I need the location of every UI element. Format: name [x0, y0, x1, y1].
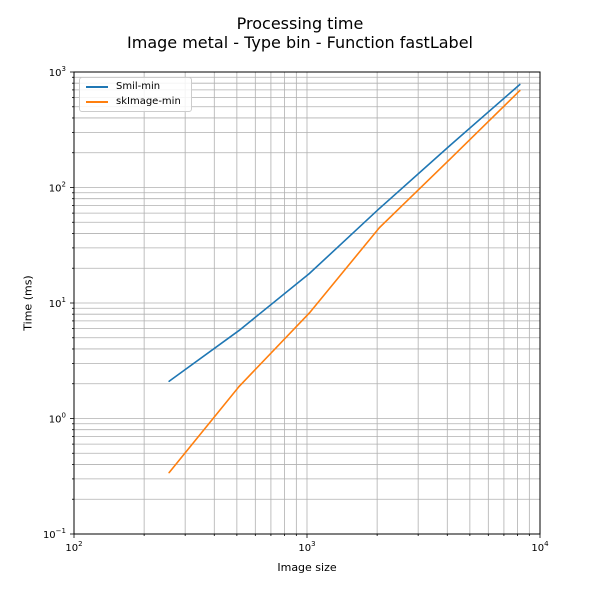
- legend-item-skimage: skImage-min: [86, 96, 181, 107]
- data-point-smil-min: [448, 144, 451, 147]
- data-point-skimage-min: [238, 385, 241, 388]
- x-tick-label: 102: [65, 540, 82, 554]
- legend-swatch-skimage: [86, 100, 108, 103]
- axis-ticks: 102 103 104 10−1 100 101 102 103: [43, 65, 549, 554]
- y-axis-label: Time (ms): [21, 275, 35, 331]
- data-point-skimage-min: [448, 158, 451, 161]
- chart-subtitle: Image metal - Type bin - Function fastLa…: [127, 33, 473, 52]
- legend-item-smil: Smil-min: [86, 81, 160, 92]
- x-tick-label: 104: [531, 540, 549, 554]
- data-point-smil-min: [308, 272, 311, 275]
- x-axis-label: Image size: [277, 561, 337, 574]
- y-tick-label: 103: [49, 65, 66, 79]
- y-tick-label: 102: [49, 181, 66, 195]
- x-tick-label: 103: [298, 540, 315, 554]
- data-point-smil-min: [238, 329, 241, 332]
- y-tick-label: 10−1: [43, 527, 66, 541]
- y-tick-label: 100: [49, 412, 66, 426]
- legend-label-skimage: skImage-min: [116, 96, 181, 107]
- grid-lines: [73, 71, 541, 535]
- y-tick-label: 101: [49, 296, 66, 310]
- series-line-skimage-min: [168, 90, 521, 474]
- chart-title: Processing time: [236, 14, 364, 33]
- data-point-smil-min: [168, 380, 170, 383]
- data-point-smil-min: [378, 207, 381, 210]
- legend: Smil-min skImage-min: [79, 77, 192, 112]
- data-point-skimage-min: [168, 471, 170, 474]
- legend-swatch-smil: [86, 85, 108, 88]
- series-layer: [168, 83, 521, 474]
- legend-label-smil: Smil-min: [116, 81, 161, 92]
- data-point-skimage-min: [519, 89, 521, 92]
- data-point-skimage-min: [378, 226, 381, 229]
- data-point-skimage-min: [308, 312, 311, 314]
- series-line-smil-min: [168, 83, 521, 382]
- data-point-smil-min: [519, 83, 521, 86]
